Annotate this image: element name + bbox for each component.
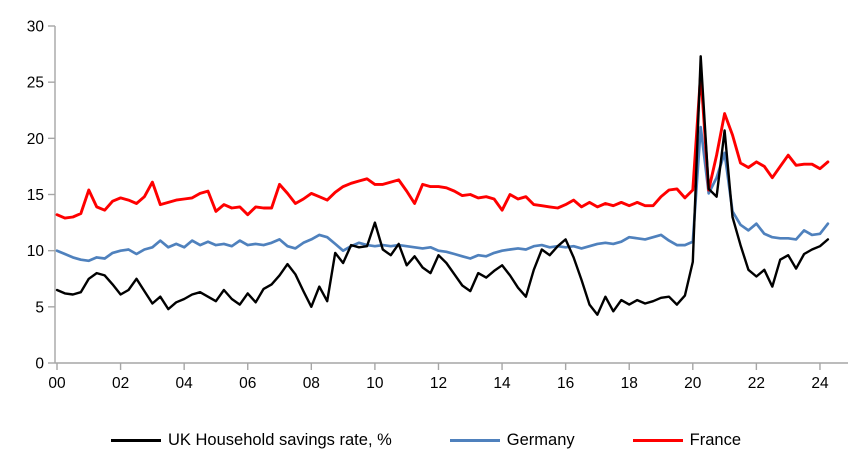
svg-text:25: 25 <box>27 75 44 92</box>
svg-text:30: 30 <box>27 19 45 36</box>
svg-text:12: 12 <box>430 375 447 392</box>
legend-item-france: France <box>632 430 741 450</box>
svg-text:20: 20 <box>27 131 45 148</box>
svg-text:08: 08 <box>303 375 320 392</box>
legend-item-uk: UK Household savings rate, % <box>111 431 392 450</box>
svg-text:10: 10 <box>27 243 45 260</box>
svg-text:18: 18 <box>621 375 638 392</box>
svg-text:10: 10 <box>366 375 384 392</box>
uk-line-swatch <box>111 438 161 442</box>
svg-text:5: 5 <box>35 299 44 316</box>
legend-label-germany: Germany <box>506 430 575 449</box>
chart-legend: UK Household savings rate, % Germany Fra… <box>0 428 852 452</box>
legend-label-uk: UK Household savings rate, % <box>168 430 392 449</box>
svg-text:02: 02 <box>112 375 129 392</box>
svg-text:20: 20 <box>684 375 702 392</box>
svg-text:0: 0 <box>35 356 44 373</box>
france-line-swatch <box>632 438 683 442</box>
svg-text:22: 22 <box>748 375 765 392</box>
legend-item-germany: Germany <box>449 430 575 450</box>
svg-text:04: 04 <box>176 375 194 392</box>
svg-text:16: 16 <box>557 375 574 392</box>
germany-line-swatch <box>449 438 500 442</box>
svg-text:24: 24 <box>811 375 829 392</box>
svg-text:00: 00 <box>48 375 66 392</box>
svg-text:14: 14 <box>493 375 511 392</box>
plot-area: 0 5 10 15 20 25 30 00 02 04 06 08 10 12 14 16 18 20 22 24 <box>27 19 848 392</box>
svg-text:15: 15 <box>27 187 44 204</box>
legend-label-france: France <box>689 430 741 449</box>
svg-text:06: 06 <box>239 375 256 392</box>
